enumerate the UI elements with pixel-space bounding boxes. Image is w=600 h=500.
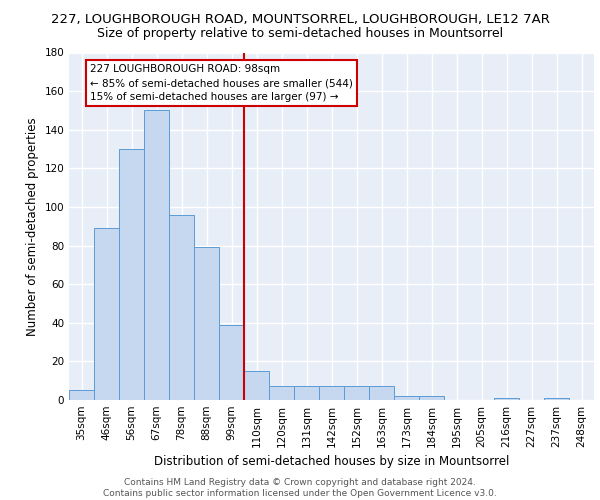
Bar: [194, 248, 219, 400]
Bar: [94, 228, 119, 400]
Text: Contains HM Land Registry data © Crown copyright and database right 2024.
Contai: Contains HM Land Registry data © Crown c…: [103, 478, 497, 498]
Bar: [69, 390, 94, 400]
Bar: [369, 386, 394, 400]
Bar: [494, 398, 519, 400]
Text: Size of property relative to semi-detached houses in Mountsorrel: Size of property relative to semi-detach…: [97, 28, 503, 40]
Bar: [544, 398, 569, 400]
Bar: [344, 386, 369, 400]
Bar: [119, 149, 144, 400]
X-axis label: Distribution of semi-detached houses by size in Mountsorrel: Distribution of semi-detached houses by …: [154, 456, 509, 468]
Bar: [294, 386, 319, 400]
Bar: [144, 110, 169, 400]
Bar: [419, 396, 444, 400]
Bar: [219, 324, 244, 400]
Y-axis label: Number of semi-detached properties: Number of semi-detached properties: [26, 117, 39, 336]
Bar: [169, 214, 194, 400]
Bar: [319, 386, 344, 400]
Bar: [244, 371, 269, 400]
Text: 227, LOUGHBOROUGH ROAD, MOUNTSORREL, LOUGHBOROUGH, LE12 7AR: 227, LOUGHBOROUGH ROAD, MOUNTSORREL, LOU…: [50, 12, 550, 26]
Text: 227 LOUGHBOROUGH ROAD: 98sqm
← 85% of semi-detached houses are smaller (544)
15%: 227 LOUGHBOROUGH ROAD: 98sqm ← 85% of se…: [90, 64, 353, 102]
Bar: [394, 396, 419, 400]
Bar: [269, 386, 294, 400]
